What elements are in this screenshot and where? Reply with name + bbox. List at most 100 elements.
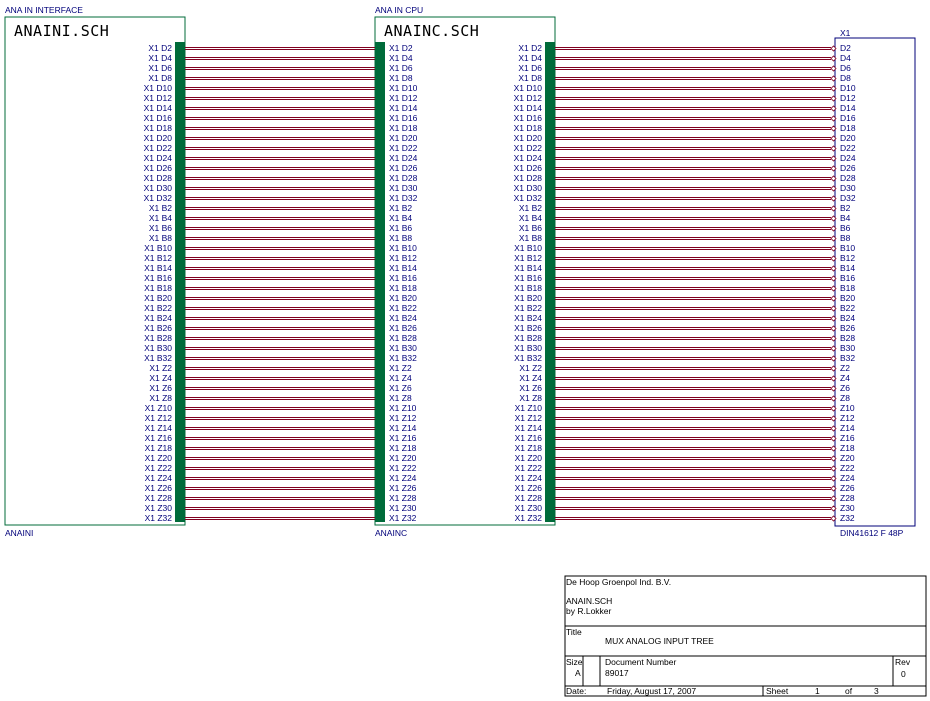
connector-pin-label: B6 [840, 223, 851, 233]
left-block-pin-label: X1 Z12 [145, 413, 173, 423]
connector-pin-marker [830, 245, 837, 252]
left-block-pin-label: X1 Z24 [145, 473, 173, 483]
left-block-pin-label: X1 B8 [149, 233, 172, 243]
connector-pin-label: Z22 [840, 463, 855, 473]
left-block-pin-label: X1 D28 [144, 173, 173, 183]
connector-pin-label: B8 [840, 233, 851, 243]
mid-block-in-pin-label: X1 Z20 [389, 453, 417, 463]
connector-pin-label: Z32 [840, 513, 855, 523]
mid-block-in-pin-label: X1 D28 [389, 173, 418, 183]
connector-ref: X1 [840, 28, 851, 38]
mid-block-in-pin-label: X1 B20 [389, 293, 417, 303]
left-block-pin-label: X1 Z26 [145, 483, 173, 493]
mid-block-in-pin-label: X1 D16 [389, 113, 418, 123]
mid-block-in-pin-label: X1 D20 [389, 133, 418, 143]
mid-block-in-pin-label: X1 Z16 [389, 433, 417, 443]
connector-pin-label: Z6 [840, 383, 850, 393]
mid-block-in-pin-label: X1 B30 [389, 343, 417, 353]
title-block-docnum-label: Document Number [605, 657, 677, 667]
mid-block-out-pin-label: X1 B20 [514, 293, 542, 303]
connector-pin-marker [830, 325, 837, 332]
left-block-pin-label: X1 D22 [144, 143, 173, 153]
connector-pin-label: B4 [840, 213, 851, 223]
connector-pin-marker [830, 85, 837, 92]
connector-pin-marker [830, 335, 837, 342]
mid-block-in-pin-label: X1 D14 [389, 103, 418, 113]
mid-block-out-pin-label: X1 Z4 [519, 373, 542, 383]
connector-pin-label: B28 [840, 333, 855, 343]
mid-block-out-pin-label: X1 D12 [514, 93, 543, 103]
mid-block-out-pin-label: X1 B12 [514, 253, 542, 263]
left-block-pin-label: X1 D10 [144, 83, 173, 93]
connector-pin-marker [830, 485, 837, 492]
mid-block-out-pin-label: X1 Z22 [515, 463, 543, 473]
left-block-pin-label: X1 B20 [144, 293, 172, 303]
mid-block-in-pin-label: X1 B32 [389, 353, 417, 363]
mid-block-in-pin-label: X1 Z12 [389, 413, 417, 423]
left-block-pin-label: X1 D16 [144, 113, 173, 123]
left-block-pin-label: X1 D12 [144, 93, 173, 103]
left-block-footer: ANAINI [5, 528, 33, 538]
left-block-pin-label: X1 Z10 [145, 403, 173, 413]
connector-pin-label: B30 [840, 343, 855, 353]
mid-block-out-pin-label: X1 B28 [514, 333, 542, 343]
left-block-pin-label: X1 D14 [144, 103, 173, 113]
left-block-pin-label: X1 D4 [148, 53, 172, 63]
mid-block-in-pin-label: X1 Z14 [389, 423, 417, 433]
connector-pin-marker [830, 115, 837, 122]
title-block-sheet: 1 [815, 686, 820, 696]
mid-block-in-pin-label: X1 Z30 [389, 503, 417, 513]
left-block-pin-label: X1 B10 [144, 243, 172, 253]
left-block-pin-label: X1 B6 [149, 223, 172, 233]
connector-pin-marker [830, 165, 837, 172]
connector-pin-marker [830, 425, 837, 432]
connector-pin-marker [830, 495, 837, 502]
mid-block-out-pin-label: X1 D26 [514, 163, 543, 173]
connector-pin-label: D6 [840, 63, 851, 73]
connector-pin-marker [830, 435, 837, 442]
mid-block-in-pin-label: X1 D30 [389, 183, 418, 193]
mid-block-bus-bar-right [545, 42, 555, 522]
mid-block-out-pin-label: X1 D8 [518, 73, 542, 83]
mid-block-out-pin-label: X1 Z12 [515, 413, 543, 423]
mid-block-in-pin-label: X1 B6 [389, 223, 412, 233]
title-block-docnum: 89017 [605, 668, 629, 678]
mid-block-in-pin-label: X1 D26 [389, 163, 418, 173]
left-block-header: ANA IN INTERFACE [5, 5, 83, 15]
mid-block-out-pin-label: X1 B2 [519, 203, 542, 213]
title-block: De Hoop Groenpol Ind. B.V. ANAIN.SCH by … [564, 575, 927, 697]
connector-pin-marker [830, 275, 837, 282]
title-block-date-label: Date: [566, 686, 586, 696]
mid-block-in-pin-label: X1 B16 [389, 273, 417, 283]
mid-block-out-pin-label: X1 D10 [514, 83, 543, 93]
connector-pin-marker [830, 145, 837, 152]
connector-pin-marker [830, 95, 837, 102]
connector-pin-label: B20 [840, 293, 855, 303]
mid-block-out-pin-label: X1 D24 [514, 153, 543, 163]
mid-block-out-pin-label: X1 Z20 [515, 453, 543, 463]
mid-block-in-pin-label: X1 Z32 [389, 513, 417, 523]
left-block-pin-label: X1 Z18 [145, 443, 173, 453]
connector-pin-marker [830, 185, 837, 192]
connector-pin-label: Z26 [840, 483, 855, 493]
connector-pin-label: B32 [840, 353, 855, 363]
mid-block-out-pin-label: X1 B22 [514, 303, 542, 313]
left-block-pin-label: X1 Z4 [149, 373, 172, 383]
title-block-size: A [575, 668, 581, 678]
mid-block-in-pin-label: X1 Z22 [389, 463, 417, 473]
left-block-pin-label: X1 B28 [144, 333, 172, 343]
left-block-pin-label: X1 Z8 [149, 393, 172, 403]
connector-pin-marker [830, 415, 837, 422]
mid-block-out-pin-label: X1 Z32 [515, 513, 543, 523]
mid-block-in-pin-label: X1 B10 [389, 243, 417, 253]
connector-pin-marker [830, 205, 837, 212]
connector-pin-label: D22 [840, 143, 856, 153]
mid-block-in-pin-label: X1 B2 [389, 203, 412, 213]
title-block-size-label: Size [566, 657, 583, 667]
mid-block-out-pin-label: X1 B26 [514, 323, 542, 333]
mid-block-in-pin-label: X1 B4 [389, 213, 412, 223]
mid-block-footer: ANAINC [375, 528, 407, 538]
mid-block-in-pin-label: X1 Z18 [389, 443, 417, 453]
mid-block-in-pin-label: X1 Z2 [389, 363, 412, 373]
mid-block-out-pin-label: X1 D22 [514, 143, 543, 153]
